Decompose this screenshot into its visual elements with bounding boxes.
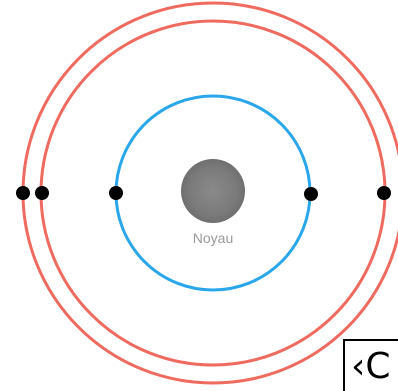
corner-overlay-box: ‹C [343,339,398,391]
nucleus [181,159,245,223]
electron-outer-left-2 [35,186,49,200]
electron-inner-left [109,186,123,200]
corner-overlay-glyph: ‹C [351,346,391,387]
electron-outer-left-1 [16,186,30,200]
electron-outer-right [377,186,391,200]
nucleus-label: Noyau [193,230,233,246]
electron-inner-right [304,187,318,201]
